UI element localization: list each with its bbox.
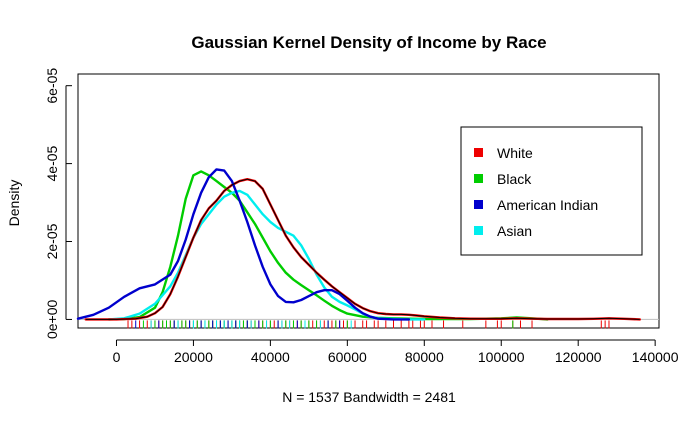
y-tick-label: 6e-05 xyxy=(44,68,60,104)
x-tick-label: 140000 xyxy=(632,349,679,365)
density-line-black xyxy=(107,170,549,321)
chart-title: Gaussian Kernel Density of Income by Rac… xyxy=(191,33,546,52)
density-line-overlay xyxy=(85,178,640,320)
legend-swatch xyxy=(474,226,483,235)
legend-swatch xyxy=(474,148,483,157)
legend-swatch xyxy=(474,200,483,209)
x-tick-label: 100000 xyxy=(478,349,525,365)
density-line-asian xyxy=(107,189,426,321)
legend-box xyxy=(460,126,643,256)
y-tick-label: 2e-05 xyxy=(44,223,60,259)
y-tick-label: 0e+00 xyxy=(44,300,60,340)
x-axis: 0 20000 40000 60000 80000 100000 120000 140000 xyxy=(113,339,679,365)
x-tick-label: 120000 xyxy=(555,349,602,365)
x-tick-label: 20000 xyxy=(174,349,213,365)
x-tick-label: 0 xyxy=(113,349,121,365)
legend-swatch xyxy=(474,174,483,183)
legend-label: Asian xyxy=(497,223,532,239)
y-axis-label: Density xyxy=(6,180,22,227)
plot-frame xyxy=(77,73,660,329)
y-tick-label: 4e-05 xyxy=(44,145,60,181)
legend-label: White xyxy=(497,145,533,161)
series-group xyxy=(76,168,641,321)
rug-group xyxy=(127,320,610,329)
legend-label: American Indian xyxy=(497,197,598,213)
density-line-american-indian xyxy=(76,168,411,321)
x-axis-label: N = 1537 Bandwidth = 2481 xyxy=(282,389,456,405)
x-tick-label: 80000 xyxy=(405,349,444,365)
x-tick-label: 40000 xyxy=(251,349,290,365)
y-axis: 0e+00 2e-05 4e-05 6e-05 xyxy=(44,68,72,339)
x-tick-label: 60000 xyxy=(328,349,367,365)
legend: White Black American Indian Asian xyxy=(460,126,643,256)
legend-label: Black xyxy=(497,171,532,187)
